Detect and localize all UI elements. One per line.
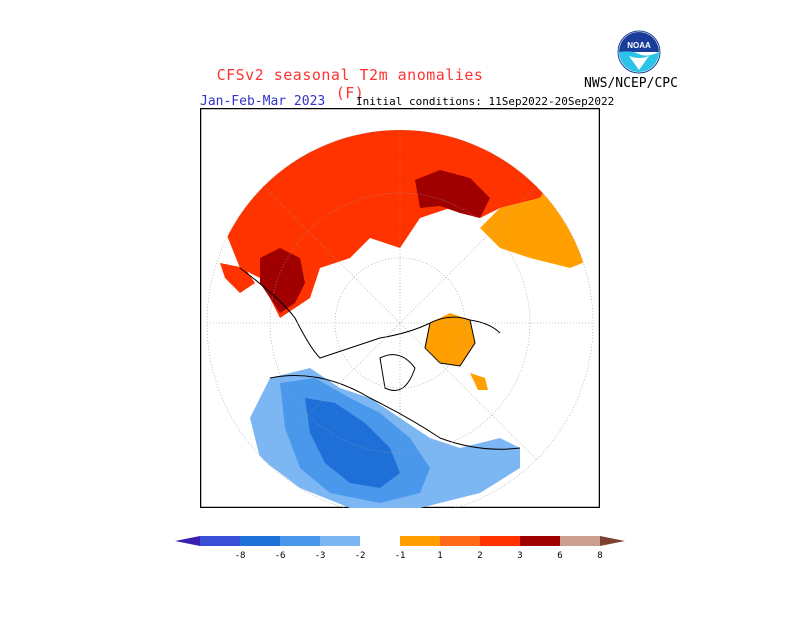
noaa-logo: NOAA xyxy=(617,30,661,74)
legend-swatch xyxy=(400,536,440,546)
warm-region-europe xyxy=(220,263,255,293)
legend-ticks: -8 -6 -3 -2 -1 1 2 3 6 8 xyxy=(235,551,603,561)
legend-tick-label: -1 xyxy=(395,551,406,561)
legend-tick-label: 2 xyxy=(477,551,482,561)
noaa-logo-text: NOAA xyxy=(627,41,651,50)
legend-swatch xyxy=(240,536,280,546)
legend-swatches xyxy=(175,536,625,546)
moderate-warm-greenland xyxy=(425,313,475,366)
moderate-warm-arctic xyxy=(360,130,593,268)
strong-warm-central-asia xyxy=(415,170,490,218)
color-legend: -8 -6 -3 -2 -1 1 2 3 6 8 xyxy=(175,536,625,561)
legend-swatch xyxy=(200,536,240,546)
legend-tick-label: 6 xyxy=(557,551,562,561)
cold-region-north-america-core xyxy=(305,398,400,488)
legend-tick-label: 3 xyxy=(517,551,522,561)
legend-tick-label: -6 xyxy=(275,551,286,561)
legend-swatch xyxy=(520,536,560,546)
legend-arrow-low xyxy=(175,536,200,546)
legend-swatch xyxy=(480,536,520,546)
anomaly-map xyxy=(200,108,600,508)
initial-conditions: Initial conditions: 11Sep2022-20Sep2022 xyxy=(356,95,615,108)
legend-arrow-high xyxy=(600,536,625,546)
moderate-warm-canada xyxy=(470,373,488,390)
coastlines xyxy=(239,267,521,450)
agency-label: NWS/NCEP/CPC xyxy=(584,76,678,91)
legend-tick-label: -2 xyxy=(355,551,366,561)
graticule xyxy=(206,129,594,508)
forecast-period: Jan-Feb-Mar 2023 xyxy=(200,94,326,109)
legend-swatch xyxy=(360,536,400,546)
legend-swatch xyxy=(280,536,320,546)
legend-tick-label: -3 xyxy=(315,551,326,561)
legend-swatch xyxy=(320,536,360,546)
map-title: CFSv2 seasonal T2m anomalies (F) xyxy=(216,66,484,102)
legend-tick-label: -8 xyxy=(235,551,246,561)
legend-tick-label: 1 xyxy=(437,551,442,561)
legend-swatch xyxy=(560,536,600,546)
legend-tick-label: 8 xyxy=(597,551,602,561)
strong-warm-north-africa xyxy=(260,248,305,313)
legend-swatch xyxy=(440,536,480,546)
warm-region-eurasia xyxy=(220,130,560,318)
